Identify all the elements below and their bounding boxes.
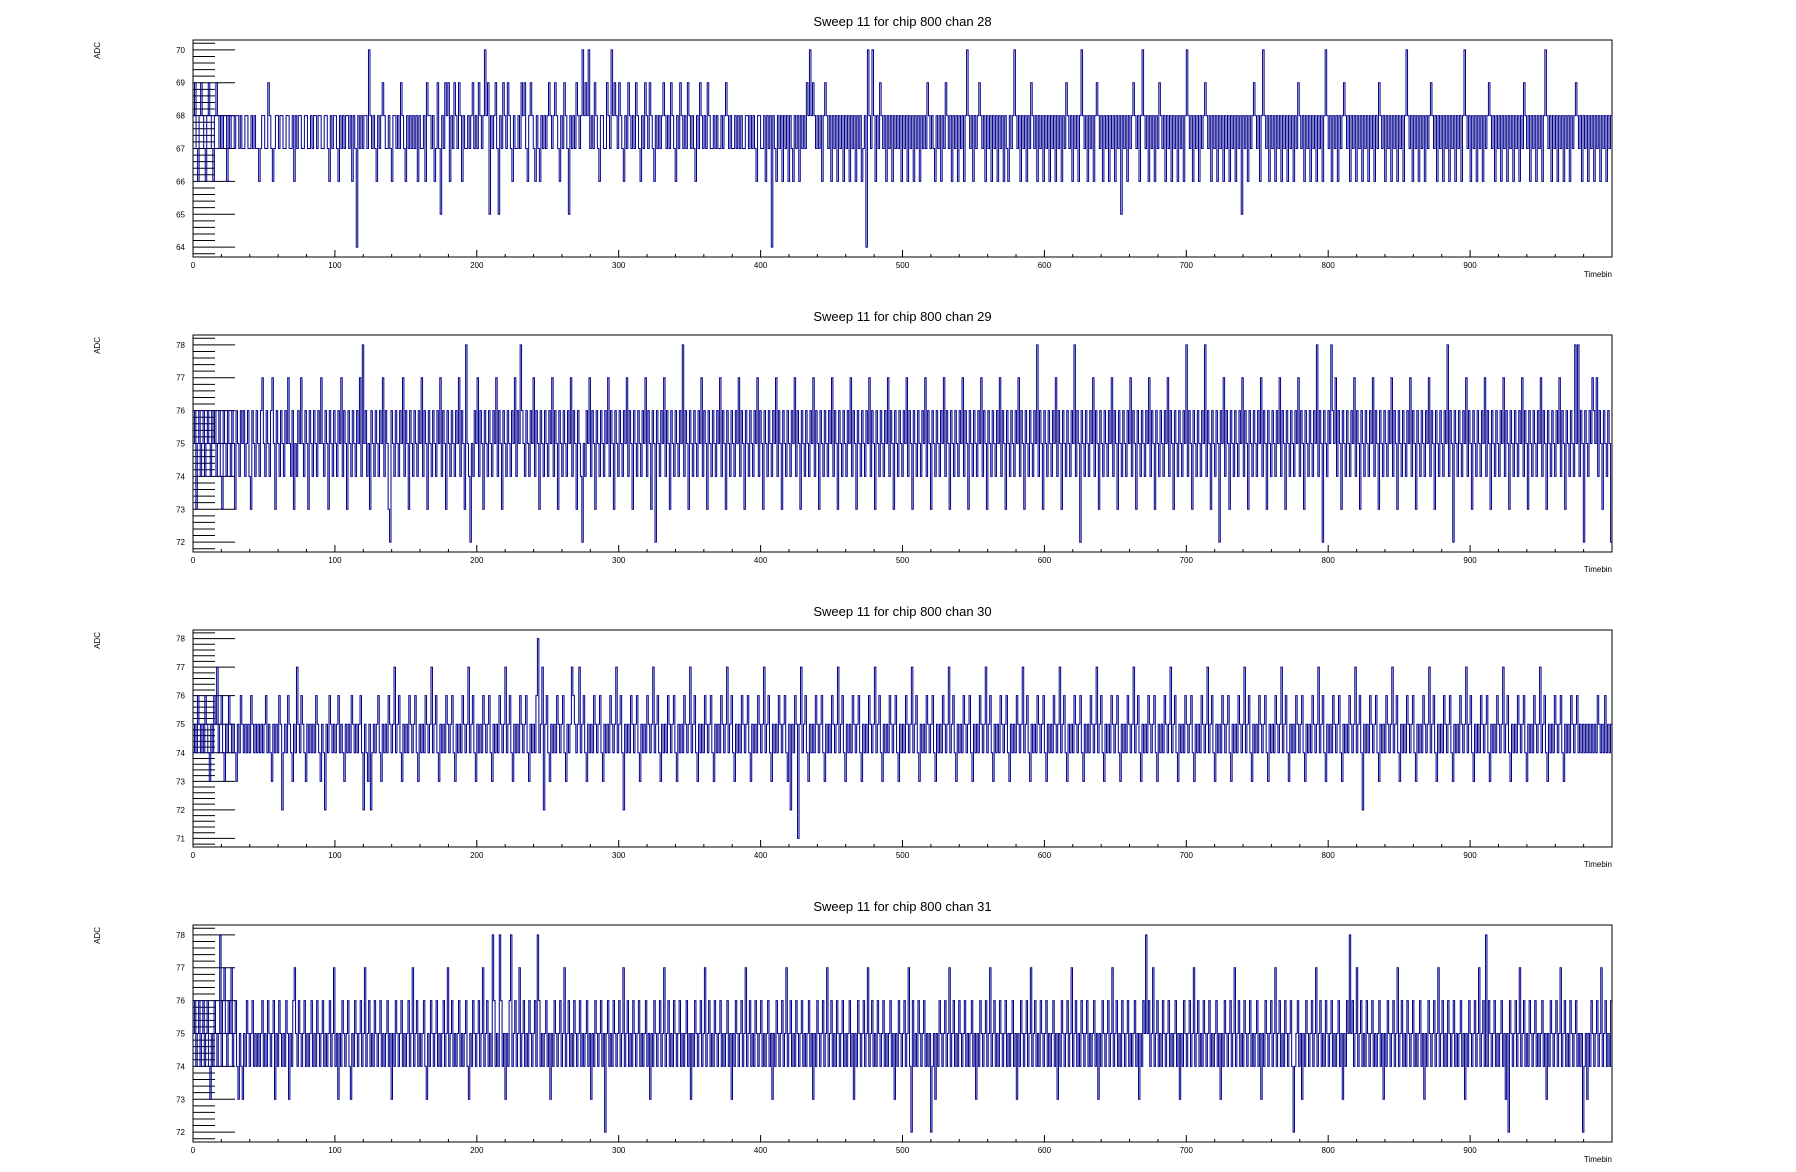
- y-tick-label: 72: [176, 538, 185, 547]
- y-tick-label: 76: [176, 997, 185, 1006]
- x-tick-label: 400: [754, 261, 768, 270]
- x-tick-label: 800: [1322, 556, 1336, 565]
- x-tick-label: 100: [328, 1146, 342, 1155]
- x-axis-label: Timebin: [1584, 1155, 1612, 1164]
- series-line-0: [193, 638, 1612, 839]
- x-tick-label: 100: [328, 851, 342, 860]
- chart-panel-1: Sweep 11 for chip 800 chan 29 ADC Timebin 7…: [93, 309, 1613, 574]
- y-axis-label: ADC: [93, 337, 102, 354]
- x-tick-label: 900: [1463, 261, 1477, 270]
- x-tick-label: 0: [191, 851, 196, 860]
- x-tick-label: 700: [1180, 851, 1194, 860]
- y-tick-label: 69: [176, 79, 185, 88]
- y-tick-label: 74: [176, 472, 185, 481]
- y-tick-label: 68: [176, 112, 185, 121]
- chart-panel-3: Sweep 11 for chip 800 chan 31 ADC Timebin 7…: [93, 899, 1613, 1164]
- y-tick-label: 73: [176, 777, 185, 786]
- series-line-0: [193, 49, 1612, 248]
- x-tick-label: 600: [1038, 556, 1052, 565]
- y-tick-label: 70: [176, 46, 185, 55]
- x-tick-label: 700: [1180, 1146, 1194, 1155]
- y-tick-label: 78: [176, 635, 185, 644]
- x-tick-label: 600: [1038, 261, 1052, 270]
- y-axis-label: ADC: [93, 927, 102, 944]
- y-tick-label: 76: [176, 407, 185, 416]
- x-tick-label: 300: [612, 1146, 626, 1155]
- x-tick-label: 100: [328, 556, 342, 565]
- x-tick-label: 0: [191, 261, 196, 270]
- y-tick-label: 74: [176, 749, 185, 758]
- x-tick-label: 500: [896, 261, 910, 270]
- x-tick-label: 700: [1180, 261, 1194, 270]
- y-tick-label: 75: [176, 1030, 185, 1039]
- x-tick-label: 800: [1322, 261, 1336, 270]
- y-tick-label: 77: [176, 374, 185, 383]
- x-tick-label: 100: [328, 261, 342, 270]
- x-tick-label: 900: [1463, 556, 1477, 565]
- y-tick-label: 73: [176, 1095, 185, 1104]
- y-tick-label: 72: [176, 1128, 185, 1137]
- series-line-0: [193, 934, 1612, 1133]
- x-tick-label: 600: [1038, 1146, 1052, 1155]
- x-axis-label: Timebin: [1584, 565, 1612, 574]
- y-tick-label: 66: [176, 177, 185, 186]
- x-tick-label: 800: [1322, 1146, 1336, 1155]
- chart-panel-0: Sweep 11 for chip 800 chan 28 ADC Timebin 6…: [93, 14, 1613, 279]
- x-tick-label: 900: [1463, 1146, 1477, 1155]
- y-tick-label: 74: [176, 1062, 185, 1071]
- y-tick-label: 67: [176, 145, 185, 154]
- x-tick-label: 400: [754, 851, 768, 860]
- x-tick-label: 500: [896, 1146, 910, 1155]
- x-tick-label: 200: [470, 261, 484, 270]
- x-tick-label: 200: [470, 851, 484, 860]
- y-tick-label: 64: [176, 243, 185, 252]
- x-tick-label: 0: [191, 1146, 196, 1155]
- x-tick-label: 0: [191, 556, 196, 565]
- x-tick-label: 300: [612, 851, 626, 860]
- x-tick-label: 200: [470, 556, 484, 565]
- x-axis-label: Timebin: [1584, 860, 1612, 869]
- y-tick-label: 72: [176, 806, 185, 815]
- chart-title: Sweep 11 for chip 800 chan 30: [813, 604, 991, 619]
- x-tick-label: 600: [1038, 851, 1052, 860]
- y-tick-label: 75: [176, 440, 185, 449]
- x-tick-label: 300: [612, 261, 626, 270]
- y-tick-label: 75: [176, 720, 185, 729]
- x-tick-label: 200: [470, 1146, 484, 1155]
- chart-title: Sweep 11 for chip 800 chan 29: [813, 309, 991, 324]
- y-axis-label: ADC: [93, 632, 102, 649]
- x-tick-label: 400: [754, 556, 768, 565]
- x-tick-label: 300: [612, 556, 626, 565]
- y-axis-label: ADC: [93, 42, 102, 59]
- x-tick-label: 800: [1322, 851, 1336, 860]
- y-tick-label: 77: [176, 663, 185, 672]
- x-tick-label: 500: [896, 556, 910, 565]
- chart-title: Sweep 11 for chip 800 chan 31: [813, 899, 991, 914]
- y-tick-label: 76: [176, 692, 185, 701]
- chart-title: Sweep 11 for chip 800 chan 28: [813, 14, 991, 29]
- series-line-0: [193, 344, 1612, 543]
- y-tick-label: 77: [176, 964, 185, 973]
- y-tick-label: 65: [176, 210, 185, 219]
- x-tick-label: 500: [896, 851, 910, 860]
- y-tick-label: 78: [176, 931, 185, 940]
- x-tick-label: 400: [754, 1146, 768, 1155]
- x-axis-label: Timebin: [1584, 270, 1612, 279]
- y-tick-label: 73: [176, 505, 185, 514]
- y-tick-label: 78: [176, 341, 185, 350]
- x-tick-label: 900: [1463, 851, 1477, 860]
- x-tick-label: 700: [1180, 556, 1194, 565]
- y-tick-label: 71: [176, 834, 185, 843]
- chart-panel-2: Sweep 11 for chip 800 chan 30 ADC Timebin 7…: [93, 604, 1613, 869]
